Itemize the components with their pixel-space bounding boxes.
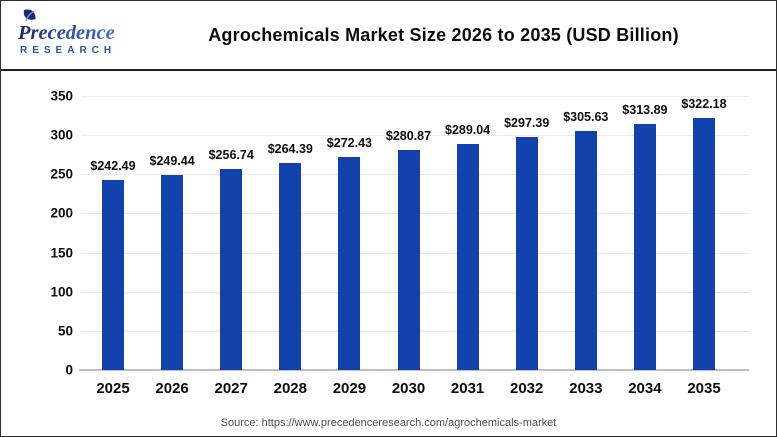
bar-value-label: $297.39 [504, 116, 550, 131]
bar-2026 [161, 174, 184, 370]
leaf-stem-icon [25, 10, 35, 21]
title-wrap: Agrochemicals Market Size 2026 to 2035 (… [157, 25, 776, 46]
source-text: Source: https://www.precedenceresearch.c… [220, 417, 557, 429]
precedence-research-logo: Precedence RESEARCH [17, 8, 157, 63]
x-axis-tick-label: 2035 [687, 380, 721, 397]
x-axis-tick-label: 2032 [510, 380, 544, 397]
bar-value-label: $264.39 [267, 142, 313, 157]
plot-area: 350 300 250 200 150 100 50 0 $242.49 2025 $249.44 2… [1, 71, 776, 436]
bar-2030 [397, 150, 420, 370]
y-axis-tick-label: 100 [50, 284, 73, 300]
header: Precedence RESEARCH Agrochemicals Market… [1, 1, 776, 71]
bar-value-label: $305.63 [563, 109, 609, 124]
logo-subtext: RESEARCH [20, 45, 116, 56]
y-axis-tick-label: 150 [50, 245, 73, 261]
bar-value-label: $313.89 [622, 103, 668, 118]
bar-value-label: $272.43 [326, 135, 372, 150]
gridline [81, 135, 749, 137]
bar-2027 [220, 169, 243, 370]
x-axis-tick-label: 2029 [332, 380, 367, 397]
bar-value-label: $322.18 [681, 96, 727, 111]
chart-title: Agrochemicals Market Size 2026 to 2035 (… [208, 24, 679, 45]
y-axis-tick-label: 300 [50, 127, 73, 143]
gridline [81, 96, 749, 97]
y-axis-tick-label: 350 [50, 88, 73, 104]
bar-2032 [515, 137, 538, 370]
y-axis-tick-label: 250 [50, 166, 73, 182]
x-axis-tick-label: 2030 [391, 380, 426, 397]
x-axis-tick-label: 2025 [96, 380, 130, 397]
logo-graphic: Precedence RESEARCH [17, 8, 116, 56]
bar-value-label: $256.74 [208, 148, 254, 162]
y-axis-tick-label: 50 [57, 323, 73, 339]
bar-value-label: $280.87 [385, 129, 432, 144]
x-axis-line [79, 369, 749, 371]
y-axis-tick-label: 0 [65, 362, 73, 378]
bar-2031 [456, 143, 479, 370]
bar-2033 [574, 130, 597, 370]
x-axis-tick-label: 2033 [569, 380, 603, 397]
bar-2035 [693, 117, 715, 370]
x-axis-tick-label: 2028 [273, 380, 307, 397]
x-axis-tick-label: 2031 [450, 380, 485, 397]
logo-wordmark: Precedence [17, 22, 115, 44]
x-axis-tick-label: 2027 [214, 380, 248, 397]
bar-2028 [279, 163, 302, 370]
x-axis-tick-label: 2026 [155, 380, 189, 397]
x-axis-tick-label: 2034 [628, 380, 662, 397]
bar-2029 [338, 156, 361, 370]
bar-2025 [102, 180, 124, 370]
bar-2034 [633, 124, 656, 370]
bar-value-label: $289.04 [445, 122, 491, 137]
y-axis-tick-label: 200 [50, 205, 73, 221]
bar-value-label: $242.49 [90, 159, 136, 174]
bar-value-label: $249.44 [149, 153, 195, 168]
